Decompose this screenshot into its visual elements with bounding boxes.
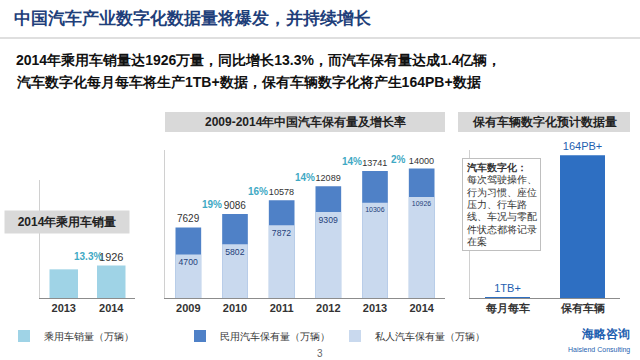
svg-text:12089: 12089	[316, 173, 341, 183]
svg-text:16%: 16%	[248, 186, 268, 197]
svg-text:13.3%: 13.3%	[74, 251, 102, 262]
svg-text:2011: 2011	[270, 302, 294, 314]
svg-text:民用汽车保有量（万辆）: 民用汽车保有量（万辆）	[220, 331, 330, 342]
svg-text:4700: 4700	[179, 257, 198, 267]
svg-text:2014年乘用车销量达1926万量，同比增长13.3%，而汽: 2014年乘用车销量达1926万量，同比增长13.3%，而汽车保有量达成1.4亿…	[16, 52, 501, 68]
svg-text:乘用车销量（万辆）: 乘用车销量（万辆）	[44, 331, 134, 342]
svg-text:私人汽车保有量（万辆）: 私人汽车保有量（万辆）	[375, 331, 485, 342]
svg-text:10578: 10578	[269, 187, 294, 197]
svg-text:2010: 2010	[223, 302, 247, 314]
svg-text:7629: 7629	[177, 213, 200, 224]
svg-text:2014年乘用车销量: 2014年乘用车销量	[18, 215, 117, 229]
svg-text:2009: 2009	[176, 302, 200, 314]
svg-text:14000: 14000	[409, 156, 434, 166]
svg-text:9086: 9086	[224, 200, 247, 211]
svg-text:汽车数字化每月每车将生产1TB+数据，保有车辆数字化将产生1: 汽车数字化每月每车将生产1TB+数据，保有车辆数字化将产生164PB+数据	[16, 74, 481, 90]
svg-text:7872: 7872	[272, 228, 291, 238]
svg-text:中国汽车产业数字化数据量将爆发，并持续增长: 中国汽车产业数字化数据量将爆发，并持续增长	[14, 9, 372, 28]
svg-text:10926: 10926	[412, 200, 431, 207]
svg-text:5802: 5802	[225, 247, 244, 257]
svg-text:2013: 2013	[363, 302, 387, 314]
svg-text:14%: 14%	[342, 156, 362, 167]
svg-text:2009-2014年中国汽车保有量及增长率: 2009-2014年中国汽车保有量及增长率	[205, 115, 406, 129]
svg-text:2012: 2012	[316, 302, 340, 314]
svg-text:汽车数字化：每次驾驶操作、行为习惯、座位压力、行车路线、车况: 汽车数字化：每次驾驶操作、行为习惯、座位压力、行车路线、车况与零配件状态都将记录…	[466, 162, 537, 247]
svg-text:Haislend Consulting: Haislend Consulting	[568, 346, 630, 354]
svg-text:13741: 13741	[362, 158, 387, 168]
svg-text:2013: 2013	[52, 302, 76, 314]
svg-text:2014: 2014	[99, 302, 124, 314]
svg-text:海略咨询: 海略咨询	[581, 327, 630, 341]
svg-text:164PB+: 164PB+	[563, 140, 602, 152]
svg-text:14%: 14%	[295, 172, 315, 183]
svg-text:2%: 2%	[391, 154, 406, 165]
svg-text:9309: 9309	[319, 215, 338, 225]
svg-text:保有车辆: 保有车辆	[560, 302, 605, 314]
svg-text:1926: 1926	[99, 251, 123, 263]
svg-text:10306: 10306	[365, 206, 384, 213]
svg-text:1TB+: 1TB+	[494, 282, 521, 294]
svg-text:3: 3	[317, 348, 323, 359]
svg-text:2014: 2014	[409, 302, 434, 314]
svg-text:保有车辆数字化预计数据量: 保有车辆数字化预计数据量	[472, 115, 617, 129]
svg-text:19%: 19%	[202, 199, 222, 210]
svg-text:每月每车: 每月每车	[485, 302, 530, 314]
